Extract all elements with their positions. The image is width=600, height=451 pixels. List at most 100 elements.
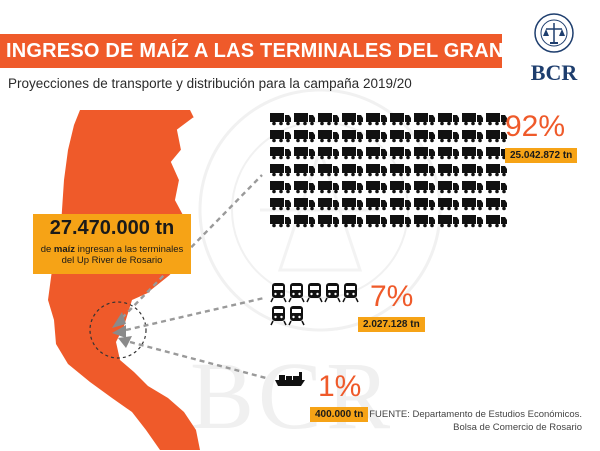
truck-icon [318, 198, 339, 211]
truck-icon [294, 147, 315, 160]
train-icon [288, 283, 305, 303]
truck-icon [462, 130, 483, 143]
truck-icon [438, 164, 459, 177]
train-icon [270, 283, 287, 303]
truck-icon [318, 215, 339, 228]
truck-icon [270, 164, 291, 177]
truck-icon [390, 130, 411, 143]
connector-to-ships [129, 340, 267, 380]
arrow-head-trucks [112, 312, 126, 328]
truck-icon [414, 198, 435, 211]
total-tonnage: 27.470.000 tn [49, 217, 175, 239]
ships-percent: 1% [318, 370, 362, 403]
truck-icon [438, 113, 459, 126]
bcr-seal-icon [534, 13, 574, 53]
source-note: FUENTE: Departamento de Estudios Económi… [369, 408, 582, 434]
truck-icon [366, 147, 387, 160]
trucks-percent: 92% [505, 110, 566, 143]
connector-to-trucks [121, 174, 263, 319]
truck-icon [366, 130, 387, 143]
truck-icon [318, 113, 339, 126]
truck-icon [342, 215, 363, 228]
trains-tonnage-badge: 2.027.128 tn [358, 317, 425, 332]
truck-icon [438, 147, 459, 160]
desc-line2: del Up River de Rosario [61, 255, 163, 266]
truck-icon [366, 164, 387, 177]
truck-icon [342, 147, 363, 160]
arrow-head-ships [118, 336, 132, 348]
title-bar: INGRESO DE MAÍZ A LAS TERMINALES DEL GRA… [0, 34, 600, 68]
truck-icon [342, 113, 363, 126]
train-icon [324, 283, 341, 303]
truck-icon [342, 198, 363, 211]
truck-icon [462, 181, 483, 194]
truck-icon [486, 113, 507, 126]
truck-icon [414, 130, 435, 143]
truck-icon [318, 147, 339, 160]
truck-icon [462, 147, 483, 160]
truck-icon [294, 113, 315, 126]
source-line-2: Bolsa de Comercio de Rosario [453, 422, 582, 433]
truck-icon [462, 215, 483, 228]
truck-icon [366, 215, 387, 228]
truck-icon [414, 113, 435, 126]
truck-icon [462, 198, 483, 211]
bcr-logo: BCR [525, 10, 583, 90]
truck-icon [390, 113, 411, 126]
truck-icon [342, 181, 363, 194]
ships-tonnage-badge: 400.000 tn [310, 407, 369, 422]
truck-icon [414, 215, 435, 228]
truck-icon [486, 147, 507, 160]
truck-icon [486, 181, 507, 194]
truck-icon [390, 198, 411, 211]
train-icon [342, 283, 359, 303]
train-icon [270, 306, 287, 326]
truck-icon [462, 164, 483, 177]
truck-icon [294, 181, 315, 194]
total-description: de maíz ingresan a las terminales del Up… [33, 244, 191, 266]
total-callout: 27.470.000 tn de maíz ingresan a las ter… [33, 214, 191, 274]
truck-icon [366, 198, 387, 211]
connector-to-trains [125, 296, 265, 332]
desc-prefix: de [40, 244, 54, 255]
truck-icon [486, 130, 507, 143]
truck-icon [390, 164, 411, 177]
truck-icon [270, 113, 291, 126]
truck-icon [414, 164, 435, 177]
truck-icon [390, 147, 411, 160]
truck-icon [318, 130, 339, 143]
truck-icon [438, 198, 459, 211]
ship-icon [275, 372, 305, 386]
truck-icon [390, 215, 411, 228]
trucks-tonnage-badge: 25.042.872 tn [505, 148, 578, 163]
truck-icon [270, 181, 291, 194]
watermark-text: BCR [190, 342, 395, 449]
truck-icon [438, 130, 459, 143]
truck-icon [342, 164, 363, 177]
truck-icon [438, 181, 459, 194]
arrow-head-trains [112, 325, 126, 338]
truck-icon [294, 130, 315, 143]
trains-percent: 7% [370, 280, 414, 313]
truck-icon [390, 181, 411, 194]
truck-icon [366, 113, 387, 126]
truck-icon [270, 198, 291, 211]
truck-icon [270, 147, 291, 160]
train-icon [306, 283, 323, 303]
truck-icon [294, 198, 315, 211]
truck-icon [414, 181, 435, 194]
truck-icon [318, 181, 339, 194]
truck-icon [366, 181, 387, 194]
truck-icon [342, 130, 363, 143]
truck-icon [270, 215, 291, 228]
desc-bold: maíz [53, 244, 76, 255]
source-line-1: FUENTE: Departamento de Estudios Económi… [369, 409, 582, 420]
truck-icon [294, 215, 315, 228]
truck-icon [318, 164, 339, 177]
truck-icon [294, 164, 315, 177]
truck-icon [486, 215, 507, 228]
truck-icon [438, 215, 459, 228]
desc-rest: ingresan a las terminales [75, 244, 184, 255]
